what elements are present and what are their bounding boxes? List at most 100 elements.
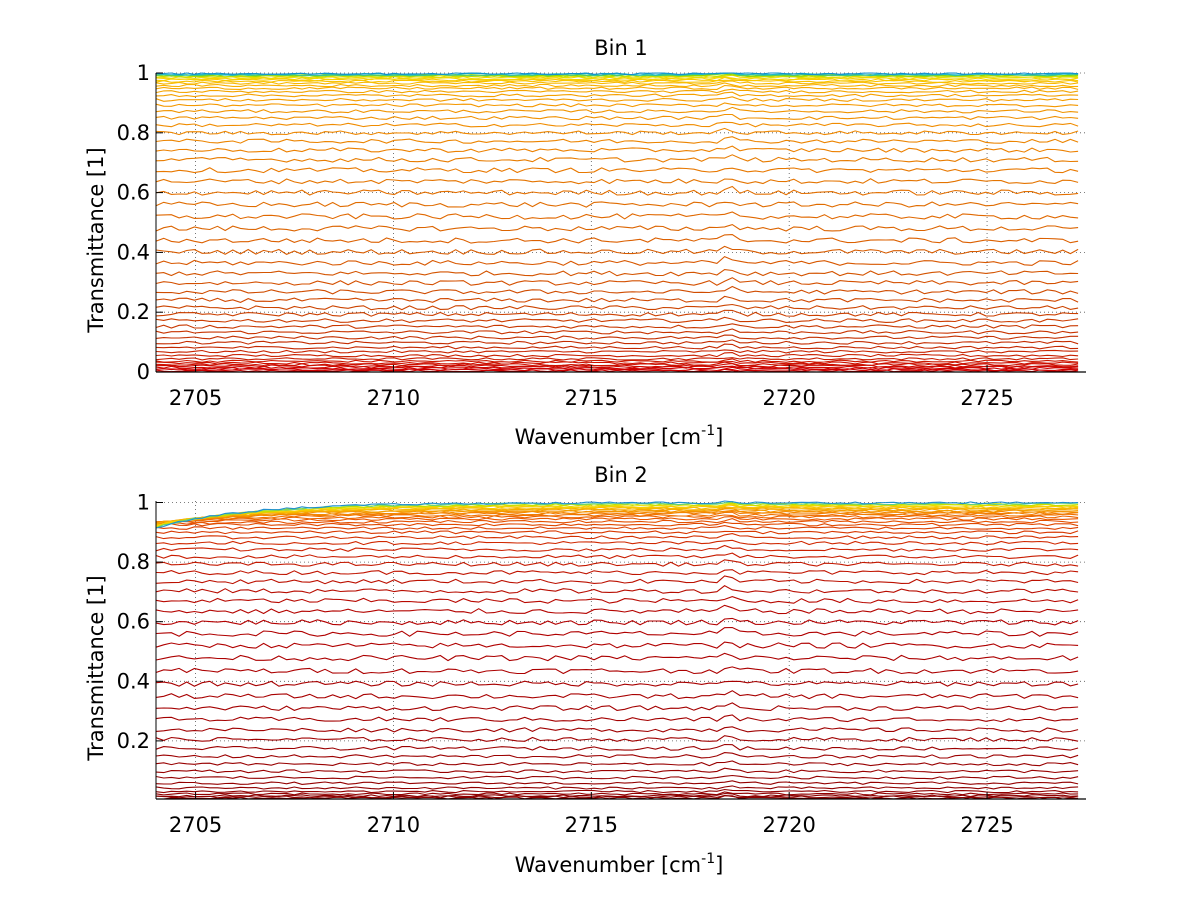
series-line [155, 121, 1079, 128]
series-line [155, 76, 1079, 82]
series-line [155, 211, 1079, 220]
series-line [155, 604, 1079, 615]
y-tick-label: 0 [137, 360, 150, 384]
x-tick-label: 2725 [960, 386, 1013, 410]
series-line [155, 285, 1079, 295]
series-line [155, 617, 1079, 626]
series-line [155, 785, 1079, 790]
x-axis-label-superscript: -1 [701, 851, 715, 867]
series-line [155, 255, 1079, 266]
series-group [155, 500, 1079, 800]
chart-title: Bin 2 [594, 463, 648, 487]
series-line [155, 521, 1079, 527]
series-line [155, 79, 1079, 83]
series-line [155, 791, 1079, 796]
panel-bin-1: Bin 1 0 0.2 0.4 0.6 0.8 1 2705 2710 2715 2720 272… [84, 36, 1086, 449]
series-line [155, 295, 1079, 303]
series-line [155, 309, 1079, 317]
series-line [155, 102, 1079, 108]
series-line [155, 136, 1079, 144]
series-line [155, 500, 1079, 529]
series-line [155, 113, 1079, 121]
series-line [155, 641, 1079, 649]
series-line [155, 518, 1079, 525]
series-line [155, 316, 1079, 323]
series-line [155, 201, 1079, 208]
series-line [155, 167, 1079, 174]
series-line [155, 357, 1079, 361]
series-line [155, 368, 1079, 373]
series-line [155, 358, 1079, 363]
panel-bin-2: Bin 2 0.2 0.4 0.6 0.8 1 2705 2710 2715 2720 2725… [84, 463, 1086, 877]
series-line [155, 365, 1079, 369]
x-tick-label: 2725 [960, 813, 1013, 837]
series-line [155, 533, 1079, 540]
series-line [155, 245, 1079, 256]
y-tick-label: 0.6 [117, 181, 150, 205]
series-line [155, 596, 1079, 604]
y-tick-label: 0.4 [117, 240, 150, 264]
series-line [155, 525, 1079, 530]
series-line [155, 666, 1079, 675]
series-line [155, 334, 1079, 340]
series-line [155, 780, 1079, 785]
series-line [155, 82, 1079, 88]
series-line [155, 224, 1079, 232]
series-line [155, 503, 1079, 528]
series-line [155, 530, 1079, 535]
series-line [155, 303, 1079, 311]
y-tick-label: 1 [137, 490, 150, 514]
series-line [155, 743, 1079, 751]
y-tick-label: 0.8 [117, 550, 150, 574]
series-line [155, 508, 1079, 525]
series-line [155, 792, 1079, 798]
x-tick-labels: 2705 2710 2715 2720 2725 [169, 813, 1014, 837]
series-line [155, 735, 1079, 742]
series-line [155, 539, 1079, 546]
series-line [155, 569, 1079, 576]
series-line [155, 552, 1079, 560]
series-line [155, 652, 1079, 662]
series-line [155, 74, 1079, 79]
x-axis-label-main: Wavenumber [cm [515, 425, 701, 449]
y-axis-label: Transmittance [1] [84, 147, 108, 333]
y-tick-label: 0.6 [117, 610, 150, 634]
series-line [155, 234, 1079, 244]
axes [155, 501, 1086, 800]
y-tick-labels: 0.2 0.4 0.6 0.8 1 [117, 490, 150, 752]
series-line [155, 626, 1079, 637]
series-line [155, 127, 1079, 136]
x-axis-label: Wavenumber [cm-1] [515, 423, 724, 449]
series-line [155, 559, 1079, 567]
series-line [155, 714, 1079, 723]
series-line [155, 323, 1079, 329]
y-tick-label: 0.4 [117, 669, 150, 693]
series-line [155, 72, 1079, 76]
y-tick-label: 1 [137, 61, 150, 85]
x-axis-label-tail: ] [715, 425, 723, 449]
series-line [155, 328, 1079, 335]
series-line [155, 680, 1079, 687]
y-tick-labels: 0 0.2 0.4 0.6 0.8 1 [117, 61, 150, 384]
series-line [155, 277, 1079, 286]
y-tick-label: 0.2 [117, 729, 150, 753]
x-tick-label: 2710 [367, 813, 420, 837]
series-line [155, 544, 1079, 552]
series-line [155, 788, 1079, 794]
series-line [155, 88, 1079, 94]
series-line [155, 702, 1079, 712]
series-line [155, 96, 1079, 102]
series-line [155, 343, 1079, 350]
x-tick-label: 2710 [367, 386, 420, 410]
x-axis-label-superscript: -1 [701, 423, 715, 439]
series-line [155, 80, 1079, 85]
x-axis-label-main: Wavenumber [cm [515, 853, 701, 877]
x-tick-labels: 2705 2710 2715 2720 2725 [169, 386, 1014, 410]
series-line [155, 178, 1079, 185]
series-line [155, 752, 1079, 759]
series-line [155, 154, 1079, 163]
axes [155, 72, 1086, 373]
series-line [155, 72, 1079, 77]
y-tick-label: 0.2 [117, 300, 150, 324]
